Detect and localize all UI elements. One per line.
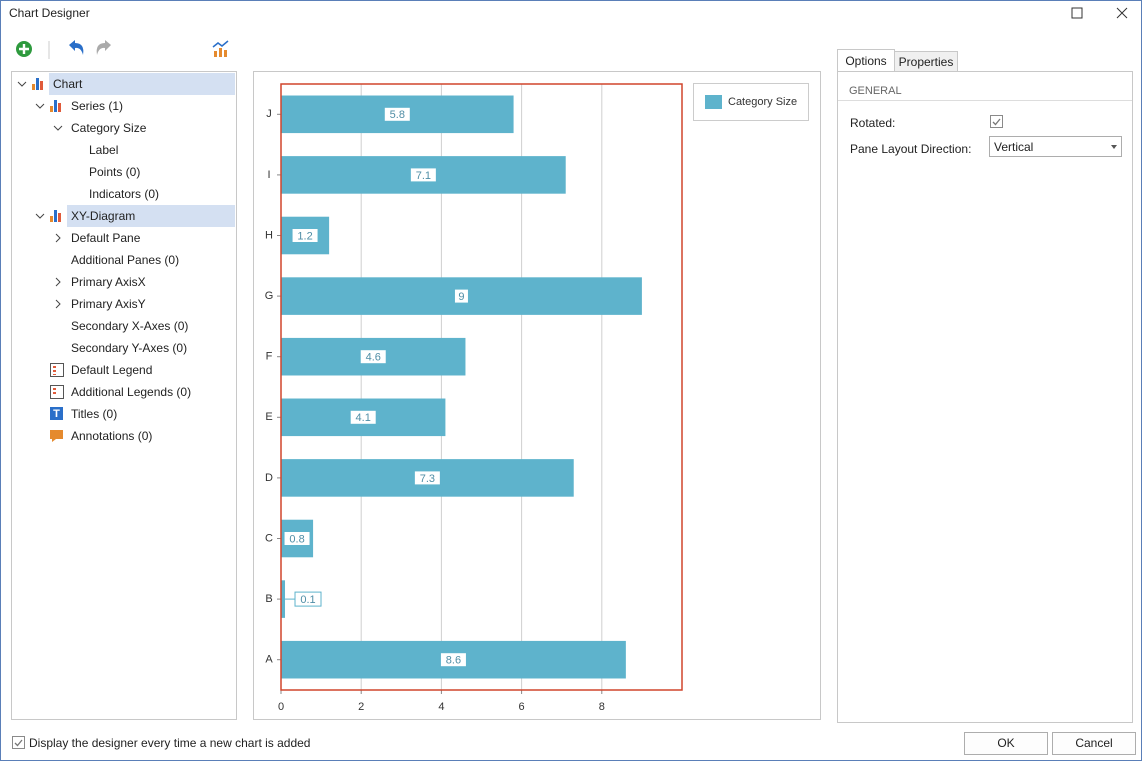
bar <box>281 580 286 618</box>
tree-item[interactable]: Secondary Y-Axes (0) <box>71 341 188 355</box>
value-label: 7.1 <box>416 170 431 182</box>
y-tick-label: H <box>265 229 273 241</box>
value-label-box <box>439 652 467 668</box>
y-tick-label: J <box>266 108 272 120</box>
tree-item[interactable]: Additional Legends (0) <box>71 385 192 399</box>
value-label-box <box>413 470 441 486</box>
checkbox[interactable] <box>990 115 1003 128</box>
field-label: Pane Layout Direction: <box>850 142 972 156</box>
value-label-box <box>349 409 377 425</box>
x-tick-label: 8 <box>599 701 605 713</box>
chart-panel: 0 2 4 6 8 A B C D E F G H I J 8.6 0.1 0.8 7.3 4.1 4.6 9 1.2 7.1… <box>253 71 821 720</box>
value-label: 8.6 <box>446 655 461 667</box>
svg-text:T: T <box>53 408 60 420</box>
checkbox-label: Display the designer every time a new ch… <box>29 736 311 750</box>
options-body: GENERAL Rotated: Pane Layout Direction: … <box>837 71 1133 723</box>
cancel-button[interactable]: Cancel <box>1052 732 1136 755</box>
selection <box>67 205 235 227</box>
y-tick-label: A <box>265 654 273 666</box>
tree-item[interactable]: Chart <box>53 77 83 91</box>
tree-item[interactable]: Indicators (0) <box>89 187 160 201</box>
value-label: 4.6 <box>366 352 381 364</box>
value-label: 0.8 <box>289 533 304 545</box>
y-tick-label: I <box>267 169 270 181</box>
chart: 0 2 4 6 8 A B C D E F G H I J 8.6 0.1 0.8 7.3 4.1 4.6 9 1.2 7.1… <box>265 83 809 713</box>
ok-button[interactable]: OK <box>964 732 1048 755</box>
value-label-box <box>294 591 322 607</box>
tree-item[interactable]: Additional Panes (0) <box>71 253 180 267</box>
value-label-box <box>283 531 311 546</box>
tree-item[interactable]: Points (0) <box>89 165 141 179</box>
value-label: 4.1 <box>356 412 371 424</box>
y-tick-label: E <box>265 411 272 423</box>
value-label-box <box>453 288 469 304</box>
x-tick-label: 4 <box>438 701 444 713</box>
tree-item[interactable]: Default Legend <box>71 363 153 377</box>
value-label: 1.2 <box>297 230 312 242</box>
value-label: 0.1 <box>300 594 315 606</box>
tree-item[interactable]: Primary AxisX <box>71 275 146 289</box>
value-label: 5.8 <box>390 109 405 121</box>
tab[interactable]: Options <box>837 49 895 72</box>
tree-item[interactable]: XY-Diagram <box>71 209 136 223</box>
tree-item[interactable]: Label <box>89 143 119 157</box>
y-tick-label: G <box>265 290 274 302</box>
legend-label: Category Size <box>728 96 797 108</box>
x-tick-label: 2 <box>358 701 364 713</box>
tree-icons: T <box>17 78 64 442</box>
value-label-box <box>383 106 411 122</box>
tree-item[interactable]: Titles (0) <box>71 407 118 421</box>
y-tick-label: F <box>266 351 273 363</box>
y-tick-label: C <box>265 532 273 544</box>
dropdown[interactable]: Vertical <box>989 136 1122 157</box>
y-tick-label: D <box>265 472 273 484</box>
value-label-box <box>359 349 387 365</box>
x-tick-label: 6 <box>519 701 525 713</box>
window-title: Chart Designer <box>9 6 90 20</box>
window-controls[interactable] <box>1069 7 1135 21</box>
options-panel: Options Properties GENERAL Rotated: Pane… <box>837 49 1133 723</box>
tree-panel: T Chart Series (1) Category Size Label P… <box>11 71 237 720</box>
field-label: Rotated: <box>850 116 896 130</box>
value-label: 7.3 <box>420 473 435 485</box>
tree-item[interactable]: Category Size <box>71 121 147 135</box>
value-label-box <box>409 167 437 183</box>
tree-item[interactable]: Default Pane <box>71 231 141 245</box>
x-tick-label: 0 <box>278 701 284 713</box>
value-label: 9 <box>458 291 464 303</box>
checkbox[interactable] <box>12 736 25 749</box>
y-tick-label: B <box>265 593 272 605</box>
tab[interactable]: Properties <box>894 51 958 73</box>
plot-border <box>280 83 683 691</box>
tree-item[interactable]: Primary AxisY <box>71 297 146 311</box>
value-label-box <box>291 228 319 243</box>
legend-swatch <box>705 95 722 109</box>
section-title: GENERAL <box>849 85 902 97</box>
tree-item[interactable]: Secondary X-Axes (0) <box>71 319 189 333</box>
toolbar[interactable] <box>15 39 235 61</box>
tree-item[interactable]: Series (1) <box>71 99 124 113</box>
dropdown-value: Vertical <box>994 140 1034 154</box>
selection <box>49 73 235 95</box>
tree-item[interactable]: Annotations (0) <box>71 429 153 443</box>
